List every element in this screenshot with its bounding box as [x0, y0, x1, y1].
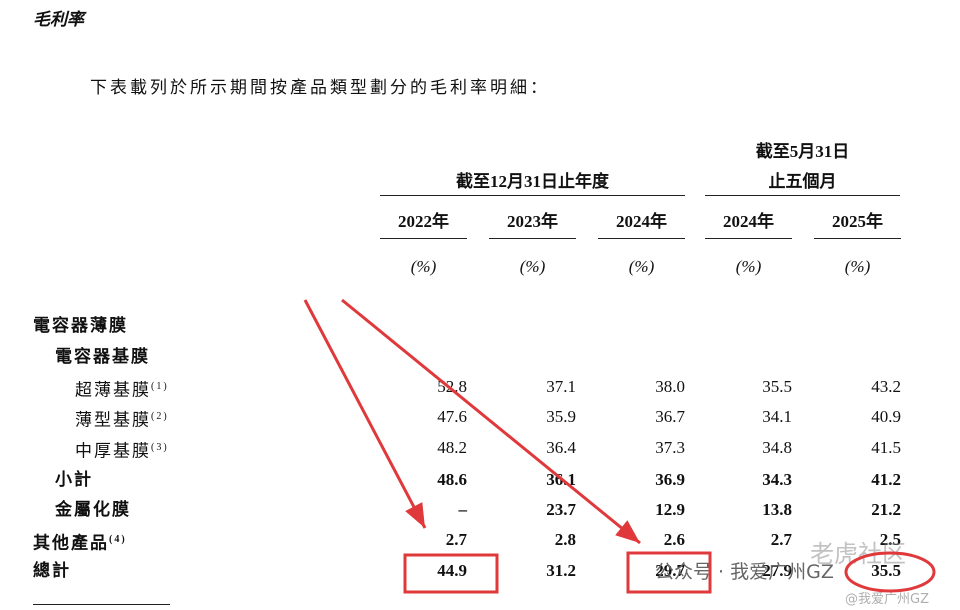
- year-header: 2025年: [832, 212, 883, 231]
- arrow: [341, 298, 641, 545]
- cell-value: 34.8: [762, 438, 792, 457]
- unit: (%): [844, 257, 871, 276]
- arrow-head: [405, 502, 425, 528]
- cell-value: 37.1: [546, 377, 576, 396]
- row-label: 電容器薄膜: [33, 316, 128, 336]
- group-header: 截至5月31日: [755, 142, 850, 161]
- unit: (%): [735, 257, 762, 276]
- cell-value: 36.9: [655, 470, 685, 489]
- arrow-head: [615, 520, 640, 543]
- cell-value: 40.9: [871, 407, 901, 426]
- row-label-text: 小計: [55, 470, 93, 489]
- cell-value: –: [458, 500, 468, 519]
- rule: [814, 238, 901, 239]
- rule: [380, 195, 685, 196]
- cell-value: 35.5: [871, 561, 901, 580]
- unit: (%): [410, 257, 437, 276]
- cell-value: 43.2: [871, 377, 901, 396]
- cell-value: 38.0: [655, 377, 685, 396]
- cell-value: 12.9: [655, 500, 685, 519]
- watermark: 公众号 · 我爱广州GZ: [655, 561, 834, 583]
- row-label: 其他產品(4): [33, 530, 127, 554]
- cell-value: 13.8: [762, 500, 792, 519]
- cell-value: 2.7: [445, 530, 467, 549]
- cell-value: 48.6: [437, 470, 467, 489]
- row-label: 金屬化膜: [55, 500, 131, 520]
- section-title: 毛利率: [33, 10, 84, 29]
- cell-value: 37.3: [655, 438, 685, 457]
- unit: (%): [519, 257, 546, 276]
- row-label-text: 電容器基膜: [55, 347, 150, 366]
- cell-value: 44.9: [437, 561, 467, 580]
- footnote-ref: (3): [151, 442, 169, 453]
- footnote-ref: (4): [109, 534, 127, 545]
- cell-value: 21.2: [871, 500, 901, 519]
- row-label-text: 薄型基膜: [75, 410, 151, 430]
- row-label-text: 中厚基膜: [75, 441, 151, 461]
- row-label: 總計: [33, 561, 71, 581]
- year-header: 2023年: [507, 212, 558, 231]
- cell-value: 31.2: [546, 561, 576, 580]
- intro-text: 下表載列於所示期間按產品類型劃分的毛利率明細：: [90, 78, 550, 97]
- row-label-text: 超薄基膜: [75, 380, 151, 400]
- cell-value: 2.5: [879, 530, 901, 549]
- cell-value: 41.5: [871, 438, 901, 457]
- rule: [489, 238, 576, 239]
- cell-value: 2.7: [770, 530, 792, 549]
- unit: (%): [628, 257, 655, 276]
- row-label: 薄型基膜(2): [75, 407, 169, 431]
- group-header: 截至12月31日止年度: [456, 172, 609, 191]
- cell-value: 36.7: [655, 407, 685, 426]
- row-label: 超薄基膜(1): [75, 377, 169, 401]
- cell-value: 47.6: [437, 407, 467, 426]
- row-label: 中厚基膜(3): [75, 438, 169, 462]
- rule: [705, 195, 900, 196]
- rule: [380, 238, 467, 239]
- rule: [705, 238, 792, 239]
- cell-value: 35.5: [762, 377, 792, 396]
- footnote-ref: (1): [151, 381, 169, 392]
- cell-value: 2.6: [663, 530, 685, 549]
- year-header: 2024年: [723, 212, 774, 231]
- arrow: [303, 299, 427, 529]
- highlight-ellipse: [844, 551, 936, 593]
- year-header: 2022年: [398, 212, 449, 231]
- row-label-text: 其他產品: [33, 533, 109, 553]
- cell-value: 36.4: [546, 438, 576, 457]
- cell-value: 35.9: [546, 407, 576, 426]
- cell-value: 34.1: [762, 407, 792, 426]
- cell-value: 29.7: [655, 561, 685, 580]
- rule: [598, 238, 685, 239]
- cell-value: 27.9: [762, 561, 792, 580]
- row-label-text: 金屬化膜: [55, 500, 131, 519]
- row-label: 電容器基膜: [55, 347, 150, 367]
- footnote-rule: [33, 604, 170, 605]
- cell-value: 48.2: [437, 438, 467, 457]
- footnote-ref: (2): [151, 411, 169, 422]
- cell-value: 23.7: [546, 500, 576, 519]
- group-header: 止五個月: [768, 172, 837, 191]
- row-label: 小計: [55, 470, 93, 490]
- watermark: @我爱广州GZ: [845, 592, 929, 607]
- cell-value: 52.8: [437, 377, 467, 396]
- row-label-text: 電容器薄膜: [33, 316, 128, 335]
- year-header: 2024年: [616, 212, 667, 231]
- cell-value: 34.3: [762, 470, 792, 489]
- cell-value: 2.8: [554, 530, 576, 549]
- highlight-box: [403, 553, 499, 594]
- highlight-box: [626, 551, 712, 594]
- cell-value: 41.2: [871, 470, 901, 489]
- row-label-text: 總計: [33, 561, 71, 580]
